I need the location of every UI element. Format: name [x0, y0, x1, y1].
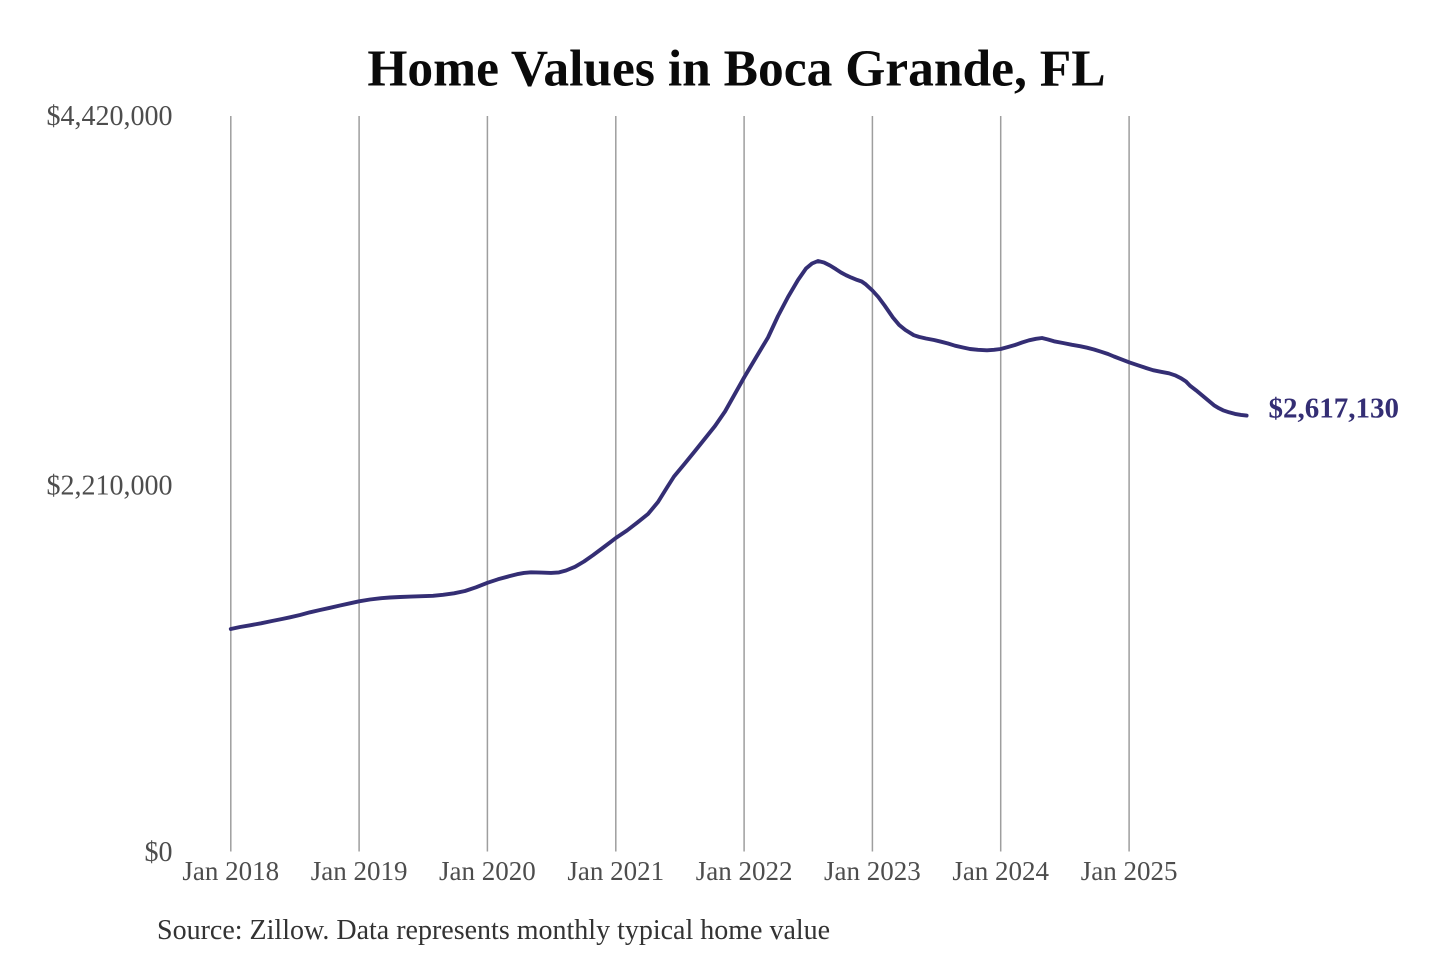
svg-text:Jan 2024: Jan 2024 — [952, 856, 1049, 886]
svg-text:Jan 2023: Jan 2023 — [824, 856, 921, 886]
svg-text:Jan 2025: Jan 2025 — [1081, 856, 1178, 886]
svg-text:Jan 2018: Jan 2018 — [182, 856, 279, 886]
svg-text:$2,210,000: $2,210,000 — [47, 471, 173, 502]
svg-text:$0: $0 — [145, 837, 173, 868]
svg-text:Jan 2021: Jan 2021 — [567, 856, 664, 886]
svg-text:Source: Zillow. Data represent: Source: Zillow. Data represents monthly … — [157, 915, 830, 946]
svg-text:Jan 2020: Jan 2020 — [439, 856, 536, 886]
svg-text:$4,420,000: $4,420,000 — [47, 101, 173, 132]
svg-text:Jan 2019: Jan 2019 — [311, 856, 408, 886]
svg-text:$2,617,130: $2,617,130 — [1269, 393, 1400, 425]
svg-text:Jan 2022: Jan 2022 — [696, 856, 793, 886]
svg-text:Home Values in Boca Grande, FL: Home Values in Boca Grande, FL — [367, 41, 1105, 98]
